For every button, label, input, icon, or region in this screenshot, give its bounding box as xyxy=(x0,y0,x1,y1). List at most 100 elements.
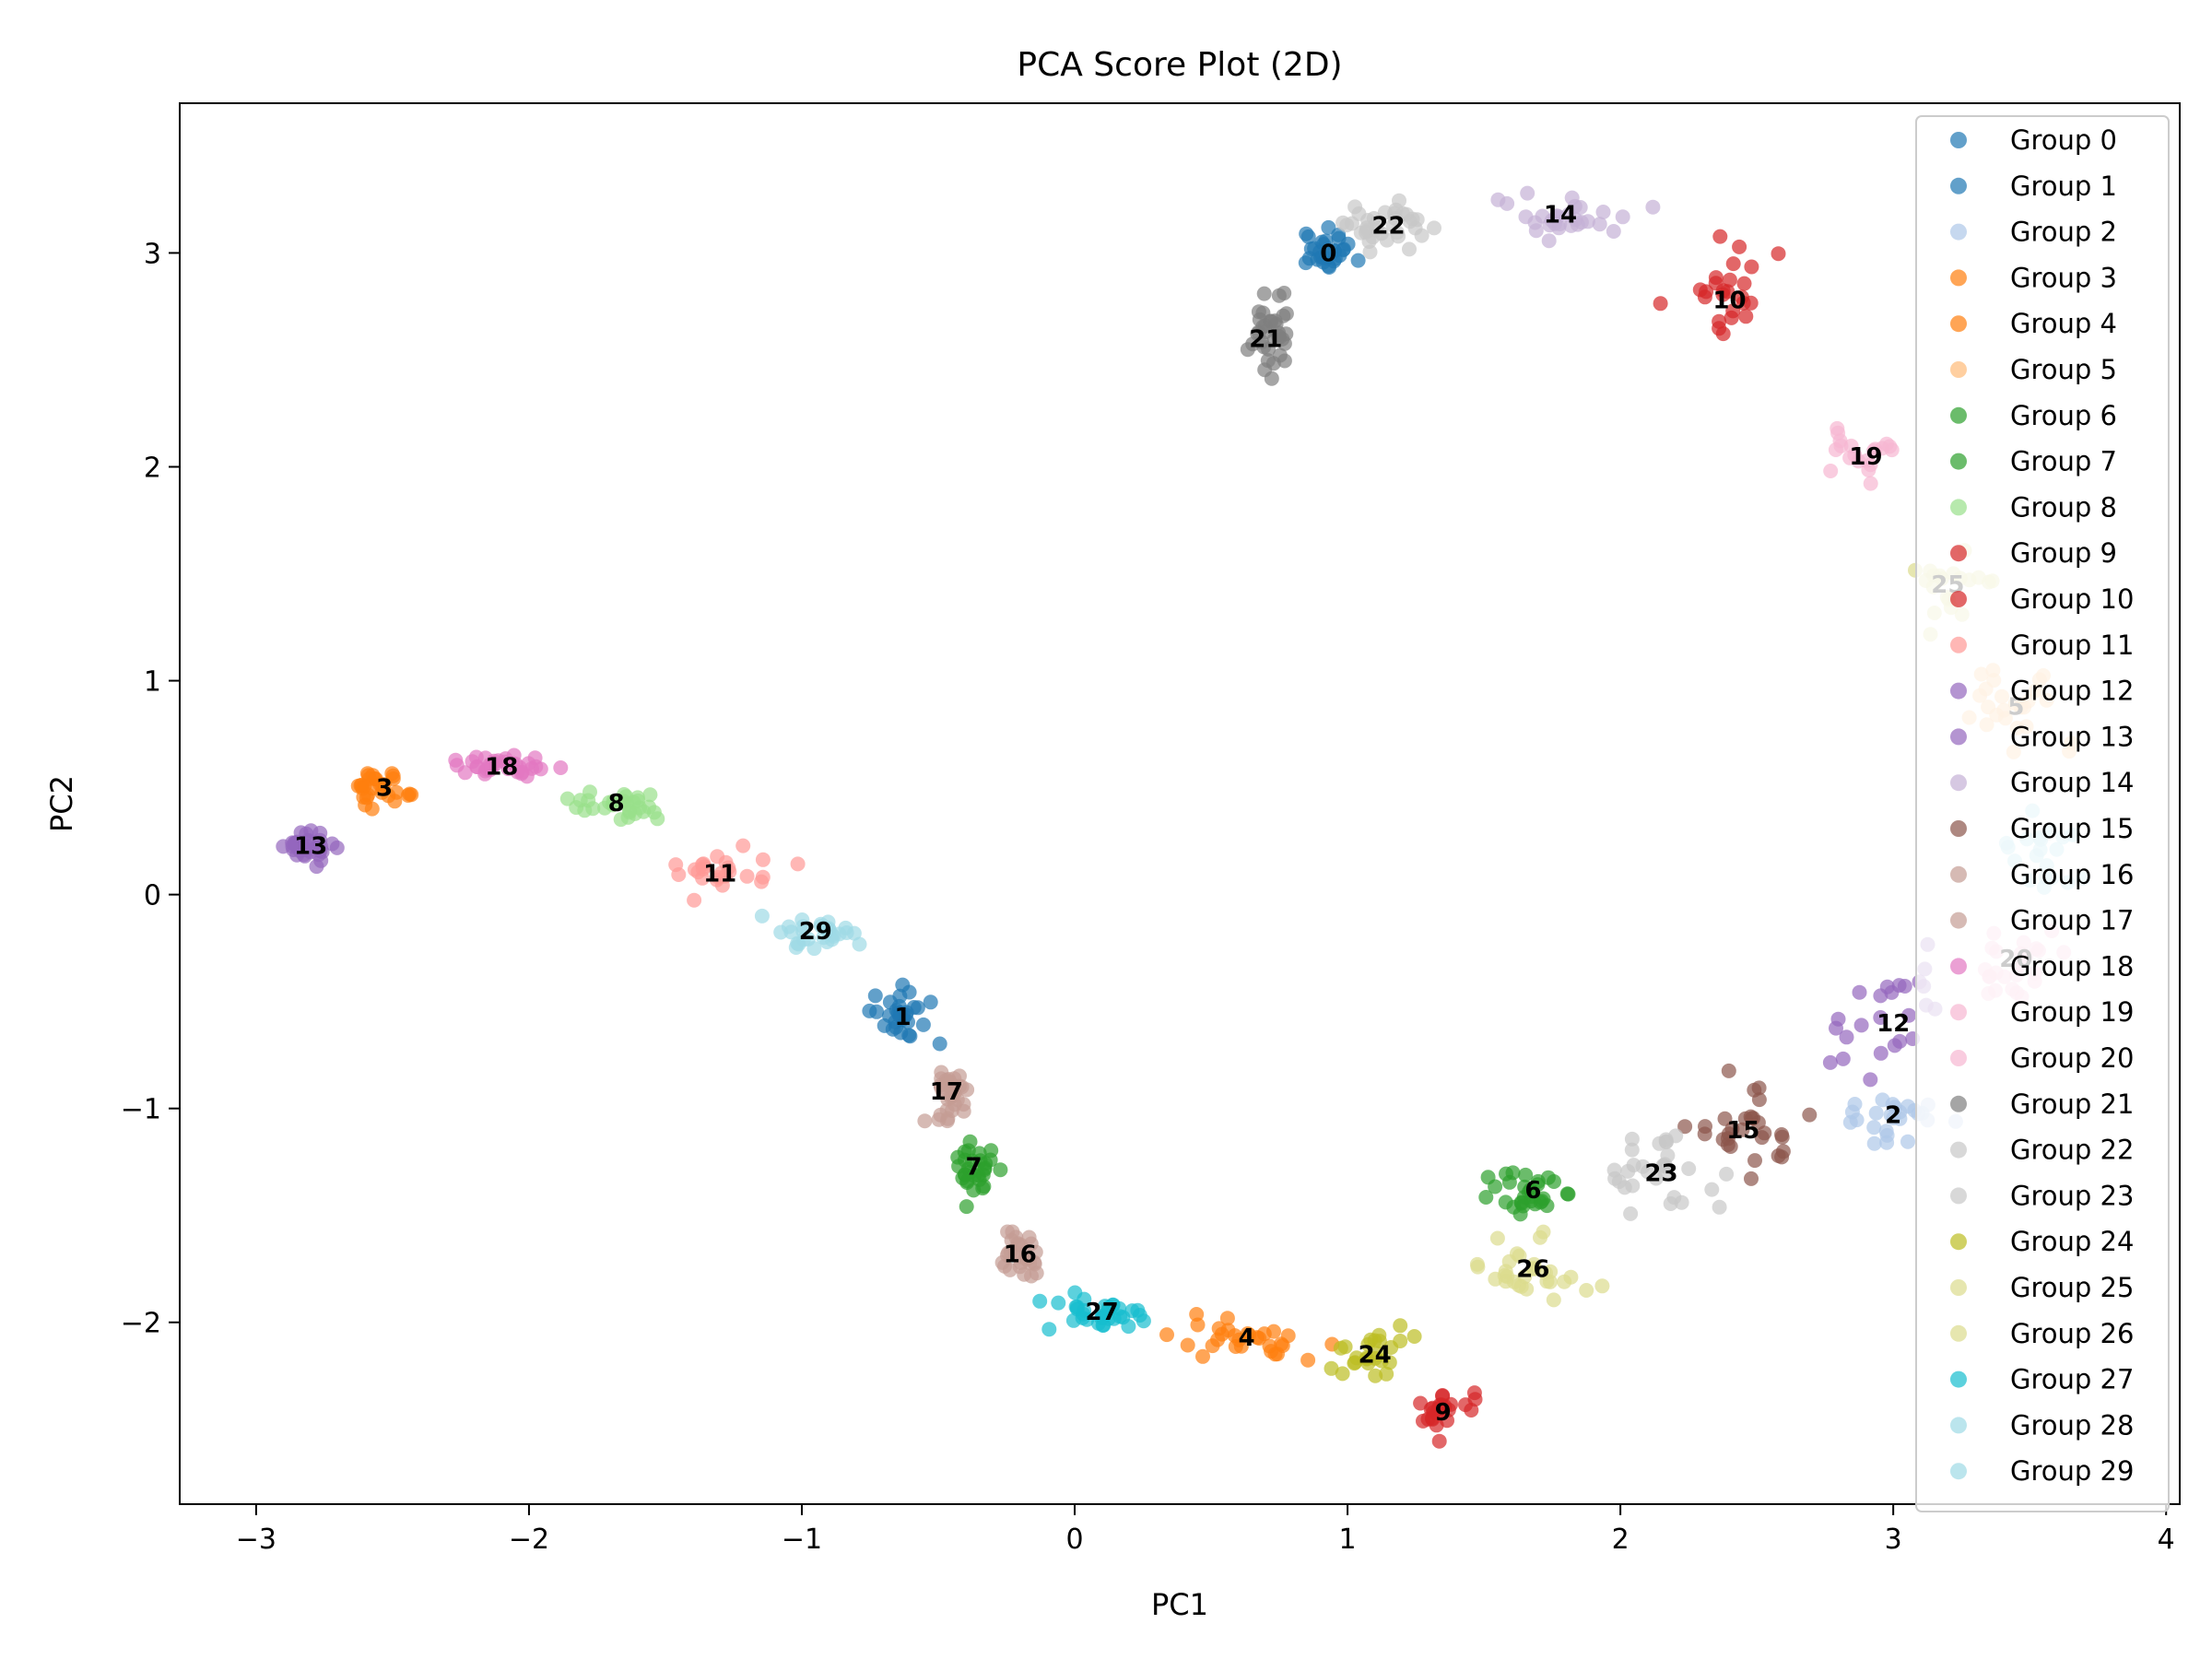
cluster-label: 16 xyxy=(1004,1241,1037,1269)
legend-marker xyxy=(1950,132,1967,148)
data-point xyxy=(1360,1356,1376,1371)
series-18 xyxy=(448,747,569,784)
data-point xyxy=(355,781,371,796)
legend-entry: Group 15 xyxy=(1950,813,2134,844)
data-point xyxy=(1530,1177,1546,1193)
data-point xyxy=(846,925,862,941)
data-point xyxy=(954,1079,970,1095)
legend-entry: Group 18 xyxy=(1950,950,2134,982)
data-point xyxy=(1751,1092,1767,1108)
data-point xyxy=(1737,1111,1753,1126)
data-point xyxy=(650,811,665,827)
legend-entry: Group 17 xyxy=(1950,905,2134,936)
legend-marker xyxy=(1950,912,1967,929)
data-point xyxy=(1879,1135,1895,1150)
data-point xyxy=(360,768,376,783)
data-point xyxy=(1195,1348,1210,1364)
legend-marker xyxy=(1950,315,1967,333)
data-point xyxy=(1377,205,1393,220)
data-point xyxy=(795,919,811,935)
series-16 xyxy=(994,1224,1044,1284)
data-point xyxy=(1435,1388,1451,1404)
data-point xyxy=(1615,209,1630,225)
series-13 xyxy=(276,823,345,875)
data-point xyxy=(1887,1038,1902,1053)
data-point xyxy=(1645,199,1661,215)
series-23 xyxy=(1606,1128,1735,1221)
legend-marker xyxy=(1950,361,1967,378)
legend-entry: Group 16 xyxy=(1950,859,2134,890)
legend-entry: Group 26 xyxy=(1950,1318,2134,1349)
data-point xyxy=(533,761,548,777)
x-tick-label: −1 xyxy=(782,1524,822,1556)
cluster-label: 26 xyxy=(1516,1256,1549,1284)
cluster-label: 6 xyxy=(1524,1177,1541,1205)
data-point xyxy=(938,1072,954,1088)
data-point xyxy=(1823,464,1839,478)
data-point xyxy=(668,857,684,873)
cluster-label: 2 xyxy=(1885,1102,1901,1130)
data-point xyxy=(1897,979,1912,994)
x-tick-label: 1 xyxy=(1339,1524,1357,1556)
y-tick-label: 2 xyxy=(144,453,161,485)
cluster-label: 3 xyxy=(376,775,393,803)
y-axis-label: PC2 xyxy=(44,775,79,832)
data-point xyxy=(755,869,771,885)
legend-label: Group 4 xyxy=(2010,308,2117,339)
data-point xyxy=(1300,1352,1316,1368)
data-point xyxy=(1573,215,1589,230)
series-6 xyxy=(1478,1165,1576,1222)
data-point xyxy=(1431,1433,1447,1449)
data-point xyxy=(1771,246,1786,262)
data-point xyxy=(951,1159,967,1174)
legend-entry: Group 1 xyxy=(1950,171,2117,202)
data-point xyxy=(1406,1329,1422,1344)
data-point xyxy=(1830,420,1845,436)
legend-label: Group 14 xyxy=(2010,767,2134,798)
cluster-label: 27 xyxy=(1086,1299,1119,1326)
data-point xyxy=(917,1113,933,1129)
legend-entry: Group 23 xyxy=(1950,1180,2134,1211)
legend-label: Group 11 xyxy=(2010,629,2134,661)
cluster-label: 22 xyxy=(1371,212,1405,240)
legend-marker xyxy=(1950,1187,1967,1205)
legend-entry: Group 8 xyxy=(1950,491,2117,523)
cluster-label: 29 xyxy=(799,918,832,946)
data-point xyxy=(1079,1312,1095,1327)
data-point xyxy=(1347,1356,1362,1371)
data-point xyxy=(1069,1300,1085,1314)
data-point xyxy=(1021,1230,1037,1245)
legend-label: Group 16 xyxy=(2010,859,2134,890)
data-point xyxy=(1090,1315,1106,1331)
legend-marker xyxy=(1950,865,1967,883)
data-point xyxy=(400,788,416,803)
cluster-label: 0 xyxy=(1320,240,1336,267)
data-point xyxy=(1271,288,1287,303)
data-point xyxy=(1708,270,1724,286)
data-point xyxy=(955,1171,971,1186)
legend-label: Group 28 xyxy=(2010,1409,2134,1441)
data-point xyxy=(1510,1246,1524,1262)
data-point xyxy=(1732,239,1747,254)
cluster-label: 15 xyxy=(1726,1117,1759,1145)
legend-label: Group 3 xyxy=(2010,262,2117,293)
data-point xyxy=(901,1028,917,1043)
legend-label: Group 17 xyxy=(2010,905,2134,936)
data-point xyxy=(1828,442,1843,457)
legend-entry: Group 21 xyxy=(1950,1088,2134,1120)
legend-marker xyxy=(1950,636,1967,653)
data-point xyxy=(915,1017,931,1032)
data-point xyxy=(1866,1135,1882,1151)
data-point xyxy=(687,892,702,908)
data-point xyxy=(1518,1167,1534,1182)
data-point xyxy=(1725,256,1741,272)
data-point xyxy=(1866,443,1881,459)
data-point xyxy=(867,988,883,1004)
legend-label: Group 18 xyxy=(2010,950,2134,982)
data-point xyxy=(1332,248,1347,264)
data-point xyxy=(1271,328,1287,344)
legend-entry: Group 3 xyxy=(1950,262,2117,293)
data-point xyxy=(1861,463,1877,477)
data-point xyxy=(1340,236,1356,252)
cluster-label: 24 xyxy=(1359,1342,1392,1370)
